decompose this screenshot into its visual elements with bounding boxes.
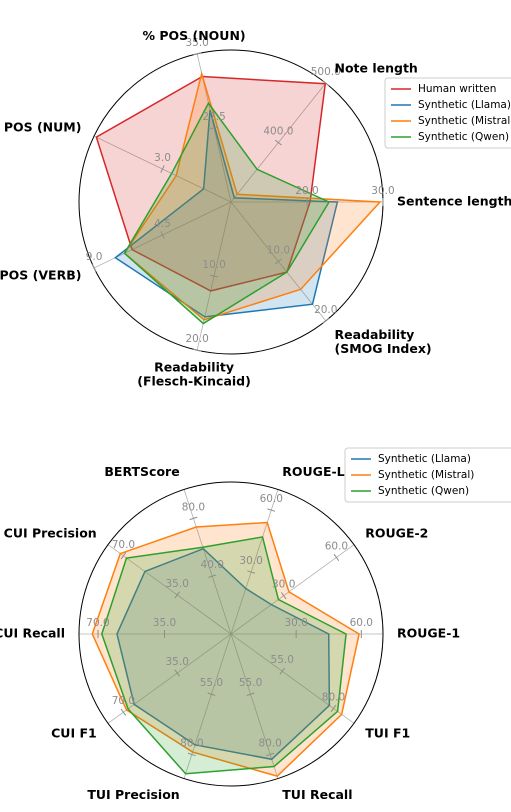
legend-label: Human written xyxy=(418,83,496,95)
tick-label: 60.0 xyxy=(260,493,283,505)
axis-label: TUI Precision xyxy=(87,787,179,802)
tick-label: 60.0 xyxy=(325,540,348,552)
tick-label: 70.0 xyxy=(112,539,135,551)
tick-label: 80.0 xyxy=(180,737,203,749)
axis-label: ROUGE-2 xyxy=(365,526,428,541)
tick-label: 80.0 xyxy=(258,737,281,749)
spoke xyxy=(230,544,355,635)
legend-label: Synthetic (Llama) xyxy=(418,99,511,111)
tick-label: 55.0 xyxy=(271,654,294,666)
tick-mark xyxy=(333,553,340,561)
tick-mark xyxy=(322,80,330,87)
legend-label: Synthetic (Mistral) xyxy=(378,469,474,481)
axis-label: ROUGE-1 xyxy=(397,626,460,641)
spoke xyxy=(107,544,232,635)
legend-label: Synthetic (Qwen) xyxy=(418,131,509,143)
tick-mark xyxy=(279,667,285,675)
tick-label: 70.0 xyxy=(112,695,135,707)
tick-mark xyxy=(247,570,256,574)
axis-label: CUI Precision xyxy=(4,526,97,541)
tick-mark xyxy=(193,52,202,56)
tick-mark xyxy=(160,231,165,239)
legend-label: Synthetic (Mistral) xyxy=(418,115,511,127)
tick-mark xyxy=(322,317,330,324)
legend-box xyxy=(344,447,511,503)
tick-mark xyxy=(330,704,337,712)
series-area xyxy=(116,547,331,761)
tick-mark xyxy=(120,708,127,716)
tick-label: 27.5 xyxy=(202,111,225,123)
tick-mark xyxy=(91,264,97,272)
tick-mark xyxy=(189,516,198,521)
tick-mark xyxy=(210,274,219,278)
legend-box xyxy=(384,77,511,149)
tick-label: 400.0 xyxy=(263,126,293,138)
axis-label: % POS (NUM) xyxy=(0,120,81,135)
tick-label: 60.0 xyxy=(350,617,373,629)
tick-label: 55.0 xyxy=(200,677,223,689)
tick-label: 30.0 xyxy=(239,555,262,567)
tick-mark xyxy=(120,552,127,560)
tick-mark xyxy=(210,126,219,130)
series-area xyxy=(91,521,360,777)
axis-label: CUI F1 xyxy=(51,725,97,740)
legend-label: Synthetic (Qwen) xyxy=(378,485,469,497)
tick-mark xyxy=(174,591,180,599)
tick-label: 20.0 xyxy=(295,185,318,197)
tick-label: 40.0 xyxy=(201,559,224,571)
tick-mark xyxy=(266,752,275,757)
tick-label: 20.0 xyxy=(314,304,337,316)
spoke xyxy=(230,489,279,635)
series-area xyxy=(114,109,339,318)
outer-circle xyxy=(78,481,384,787)
tick-mark xyxy=(280,592,287,600)
tick-mark xyxy=(174,669,180,677)
tick-label: 80.0 xyxy=(322,691,345,703)
axis-label: % POS (VERB) xyxy=(0,267,81,282)
tick-label: 35.0 xyxy=(185,37,208,49)
tick-label: 35.0 xyxy=(166,656,189,668)
tick-mark xyxy=(208,574,217,578)
tick-label: 500.0 xyxy=(311,66,341,78)
tick-label: 20.0 xyxy=(185,333,208,345)
tick-label: 35.0 xyxy=(166,578,189,590)
axis-label: BERTScore xyxy=(104,464,179,479)
tick-label: 4.5 xyxy=(154,218,171,230)
tick-mark xyxy=(160,165,165,173)
axis-label: Readability (Flesch-Kincaid) xyxy=(137,359,251,388)
tick-label: 30.0 xyxy=(284,617,307,629)
tick-mark xyxy=(267,508,276,512)
series-area xyxy=(123,70,382,321)
tick-label: 10.0 xyxy=(267,244,290,256)
spoke xyxy=(183,489,232,635)
axis-label: Note length xyxy=(334,61,417,76)
tick-label: 35.0 xyxy=(153,617,176,629)
tick-label: 30.0 xyxy=(272,579,295,591)
tick-label: 9.0 xyxy=(86,251,103,263)
axis-label: ROUGE-L xyxy=(282,464,344,479)
tick-mark xyxy=(193,348,202,352)
tick-mark xyxy=(274,258,282,265)
tick-label: 10.0 xyxy=(202,259,225,271)
tick-mark xyxy=(246,692,255,696)
tick-label: 55.0 xyxy=(239,677,262,689)
tick-mark xyxy=(207,692,216,696)
tick-label: 3.0 xyxy=(154,152,171,164)
tick-mark xyxy=(274,139,282,146)
series-area xyxy=(123,101,331,325)
legend-label: Synthetic (Llama) xyxy=(378,453,471,465)
axis-label: Readability (SMOG Index) xyxy=(334,326,431,355)
tick-label: 70.0 xyxy=(86,617,109,629)
axis-label: Sentence length xyxy=(397,194,511,209)
axis-label: TUI Recall xyxy=(282,787,352,802)
tick-label: 80.0 xyxy=(182,501,205,513)
axis-label: CUI Recall xyxy=(0,626,65,641)
axis-label: % POS (NOUN) xyxy=(142,28,245,43)
tick-mark xyxy=(187,752,196,757)
tick-label: 30.0 xyxy=(371,185,394,197)
axis-label: TUI F1 xyxy=(365,725,410,740)
series-area xyxy=(101,536,347,775)
series-area xyxy=(95,75,327,292)
